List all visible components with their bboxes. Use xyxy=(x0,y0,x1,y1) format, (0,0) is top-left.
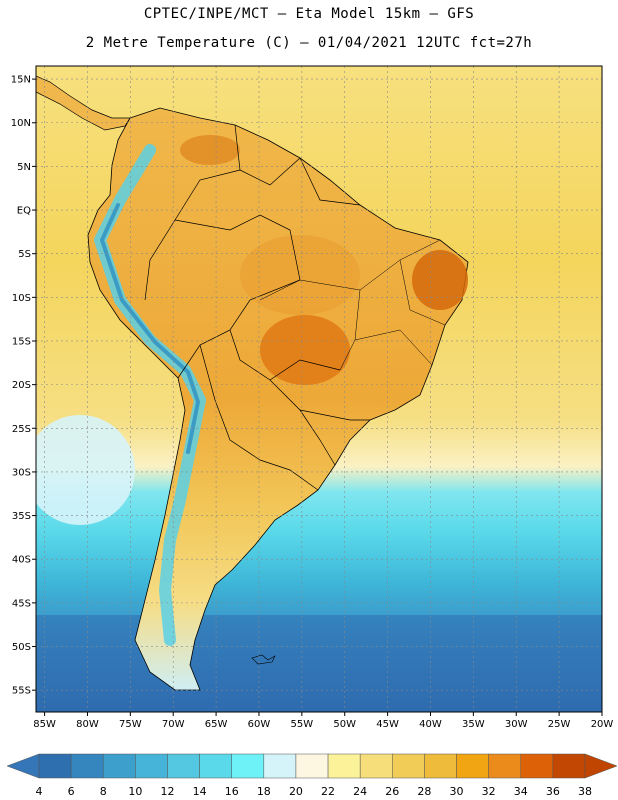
longitude-labels: 85W 80W 75W 70W 65W 60W 55W 50W 45W 40W 35W 30W 25W 2… xyxy=(33,712,613,730)
colorbar-label: 12 xyxy=(160,785,174,798)
lon-label: 75W xyxy=(119,719,142,730)
latitude-labels: 15N 10N 5N EQ 5S 10S 15S 20S 25S 30S 35S 40S 45S 50S 5… xyxy=(11,75,36,697)
colorbar-swatch xyxy=(424,753,457,779)
lat-label: 40S xyxy=(12,555,31,566)
colorbar-swatch xyxy=(295,753,329,779)
colorbar-swatch xyxy=(199,753,232,779)
lon-label: 60W xyxy=(248,719,271,730)
colorbar-label: 26 xyxy=(385,785,399,798)
lat-label: 20S xyxy=(12,380,31,391)
colorbar-label: 6 xyxy=(68,785,75,798)
colorbar-swatch xyxy=(102,753,136,779)
colorbar-swatch xyxy=(552,753,586,779)
colorbar-low-arrow xyxy=(6,753,40,779)
lat-label: 10N xyxy=(11,118,31,129)
falkland-islands xyxy=(251,654,276,665)
colorbar-label: 16 xyxy=(225,785,239,798)
andes-cold-core xyxy=(99,203,201,454)
central-america xyxy=(36,75,131,131)
lon-label: 35W xyxy=(462,719,485,730)
hot-spot-amazon xyxy=(240,235,360,315)
lat-label: 15S xyxy=(12,336,31,347)
map-frame xyxy=(35,65,603,713)
colorbar-label: 28 xyxy=(417,785,431,798)
lat-label: 5S xyxy=(18,249,31,260)
colorbar-label: 14 xyxy=(193,785,207,798)
colorbar-swatch xyxy=(392,753,425,779)
lat-lon-grid xyxy=(36,66,603,712)
colorbar-swatch xyxy=(488,753,522,779)
colorbar-swatch xyxy=(263,753,297,779)
colorbar-label: 18 xyxy=(257,785,271,798)
lon-label: 50W xyxy=(333,719,356,730)
hot-spot-center xyxy=(260,315,350,385)
lat-label: 5N xyxy=(17,162,31,173)
lat-label: 50S xyxy=(12,642,31,653)
colorbar-swatch xyxy=(231,753,265,779)
colorbar-swatch xyxy=(359,753,393,779)
temperature-colorbar: 4 6 8 10 12 14 16 18 20 22 24 26 28 30 32 34 36 38 xyxy=(6,753,618,798)
colorbar-label: 24 xyxy=(353,785,367,798)
lat-label: 15N xyxy=(11,75,31,86)
colorbar-swatch xyxy=(135,753,168,779)
colorbar-swatch xyxy=(327,753,361,779)
lon-label: 85W xyxy=(33,719,56,730)
colorbar-label: 36 xyxy=(546,785,560,798)
lon-label: 80W xyxy=(76,719,99,730)
colorbar-label: 10 xyxy=(128,785,142,798)
colorbar-label: 20 xyxy=(289,785,303,798)
title-line-1: CPTEC/INPE/MCT – Eta Model 15km – GFS xyxy=(143,6,475,22)
colorbar-swatch xyxy=(38,753,72,779)
colorbar-label: 22 xyxy=(321,785,335,798)
colorbar-label: 38 xyxy=(578,785,592,798)
lon-label: 25W xyxy=(548,719,571,730)
lon-label: 45W xyxy=(376,719,399,730)
lat-label: 35S xyxy=(12,511,31,522)
lon-label: 20W xyxy=(591,719,614,730)
lon-label: 55W xyxy=(291,719,314,730)
hot-spot-north xyxy=(180,135,240,165)
lat-label: 30S xyxy=(12,467,31,478)
colorbar-high-arrow xyxy=(584,753,618,779)
lat-label: 55S xyxy=(12,686,31,697)
lon-label: 70W xyxy=(162,719,185,730)
colorbar-swatch xyxy=(70,753,104,779)
state-borders xyxy=(259,239,446,371)
lat-label: 25S xyxy=(12,424,31,435)
colorbar-label: 8 xyxy=(100,785,107,798)
colorbar-swatch xyxy=(456,753,489,779)
colorbar-swatch xyxy=(520,753,554,779)
hot-spot-northeast xyxy=(412,250,468,310)
colorbar-swatch xyxy=(167,753,200,779)
cool-band-south xyxy=(36,615,602,712)
colorbar-label: 32 xyxy=(482,785,496,798)
lat-label: EQ xyxy=(17,206,31,217)
colorbar-label: 34 xyxy=(514,785,528,798)
lon-label: 65W xyxy=(205,719,228,730)
colorbar-label: 4 xyxy=(36,785,43,798)
pacific-cool-tongue xyxy=(36,415,135,525)
title-line-2: 2 Metre Temperature (C) – 01/04/2021 12U… xyxy=(85,35,533,51)
colorbar-label: 30 xyxy=(450,785,464,798)
lon-label: 40W xyxy=(419,719,442,730)
lon-label: 30W xyxy=(505,719,528,730)
lat-label: 45S xyxy=(12,598,31,609)
lat-label: 10S xyxy=(12,293,31,304)
